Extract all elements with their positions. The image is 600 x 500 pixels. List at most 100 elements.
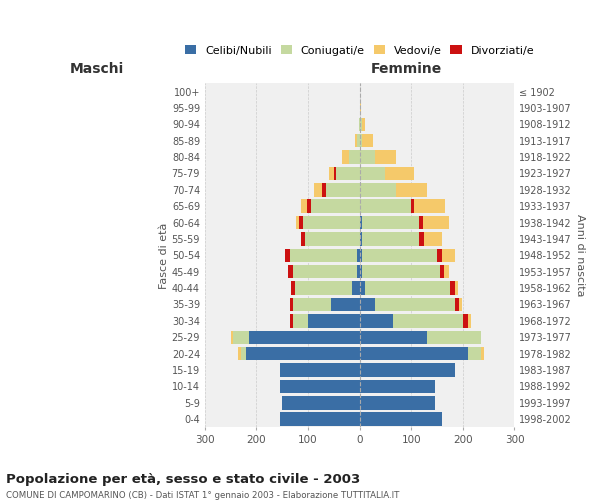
Text: Maschi: Maschi	[70, 62, 124, 76]
Y-axis label: Fasce di età: Fasce di età	[159, 222, 169, 288]
Bar	[437, 248, 442, 262]
Bar	[249, 330, 359, 344]
Bar	[290, 298, 293, 311]
Bar	[307, 200, 311, 213]
Bar	[289, 265, 293, 278]
Bar	[359, 118, 362, 131]
Bar	[233, 330, 249, 344]
Bar	[285, 248, 290, 262]
Bar	[468, 314, 470, 328]
Bar	[455, 282, 458, 295]
Text: Popolazione per età, sesso e stato civile - 2003: Popolazione per età, sesso e stato civil…	[6, 472, 360, 486]
Bar	[362, 216, 419, 230]
Bar	[362, 265, 440, 278]
Bar	[419, 216, 423, 230]
Bar	[246, 347, 359, 360]
Bar	[303, 216, 359, 230]
Bar	[411, 200, 414, 213]
Bar	[423, 216, 449, 230]
Bar	[396, 183, 427, 196]
Bar	[459, 298, 462, 311]
Bar	[230, 330, 233, 344]
Bar	[359, 101, 361, 114]
Bar	[293, 265, 357, 278]
Text: COMUNE DI CAMPOMARINO (CB) - Dati ISTAT 1° gennaio 2003 - Elaborazione TUTTITALI: COMUNE DI CAMPOMARINO (CB) - Dati ISTAT …	[6, 491, 400, 500]
Bar	[311, 200, 359, 213]
Bar	[359, 265, 362, 278]
Bar	[359, 282, 365, 295]
Bar	[322, 183, 326, 196]
Bar	[341, 150, 349, 164]
Bar	[359, 396, 434, 409]
Bar	[359, 248, 362, 262]
Bar	[359, 150, 375, 164]
Text: Femmine: Femmine	[370, 62, 442, 76]
Bar	[308, 314, 359, 328]
Bar	[337, 166, 359, 180]
Bar	[359, 166, 385, 180]
Bar	[301, 200, 307, 213]
Bar	[280, 364, 359, 376]
Legend: Celibi/Nubili, Coniugati/e, Vedovi/e, Divorziati/e: Celibi/Nubili, Coniugati/e, Vedovi/e, Di…	[181, 40, 539, 60]
Bar	[481, 347, 484, 360]
Bar	[326, 183, 359, 196]
Bar	[331, 298, 359, 311]
Bar	[375, 150, 396, 164]
Bar	[314, 183, 322, 196]
Bar	[362, 118, 365, 131]
Bar	[355, 134, 357, 147]
Bar	[295, 282, 352, 295]
Bar	[455, 298, 459, 311]
Bar	[296, 216, 299, 230]
Bar	[357, 134, 359, 147]
Bar	[291, 282, 295, 295]
Bar	[359, 412, 442, 426]
Bar	[301, 232, 305, 245]
Bar	[468, 347, 481, 360]
Bar	[362, 134, 373, 147]
Bar	[450, 282, 455, 295]
Bar	[444, 265, 449, 278]
Bar	[299, 216, 303, 230]
Bar	[362, 248, 437, 262]
Bar	[442, 248, 455, 262]
Bar	[427, 330, 481, 344]
Bar	[280, 380, 359, 393]
Bar	[238, 347, 241, 360]
Bar	[349, 150, 359, 164]
Bar	[305, 232, 359, 245]
Bar	[359, 314, 393, 328]
Bar	[359, 298, 375, 311]
Bar	[375, 298, 455, 311]
Bar	[241, 347, 246, 360]
Bar	[293, 298, 331, 311]
Bar	[359, 364, 455, 376]
Bar	[290, 248, 357, 262]
Bar	[365, 282, 450, 295]
Bar	[357, 248, 359, 262]
Bar	[359, 134, 362, 147]
Bar	[440, 265, 444, 278]
Bar	[393, 314, 463, 328]
Bar	[290, 314, 293, 328]
Bar	[329, 166, 334, 180]
Y-axis label: Anni di nascita: Anni di nascita	[575, 214, 585, 296]
Bar	[359, 216, 362, 230]
Bar	[359, 183, 396, 196]
Bar	[359, 232, 362, 245]
Bar	[282, 396, 359, 409]
Bar	[362, 232, 419, 245]
Bar	[293, 314, 308, 328]
Bar	[359, 347, 468, 360]
Bar	[385, 166, 414, 180]
Bar	[463, 314, 468, 328]
Bar	[359, 380, 434, 393]
Bar	[334, 166, 337, 180]
Bar	[357, 265, 359, 278]
Bar	[424, 232, 442, 245]
Bar	[280, 412, 359, 426]
Bar	[359, 330, 427, 344]
Bar	[419, 232, 424, 245]
Bar	[359, 200, 411, 213]
Bar	[352, 282, 359, 295]
